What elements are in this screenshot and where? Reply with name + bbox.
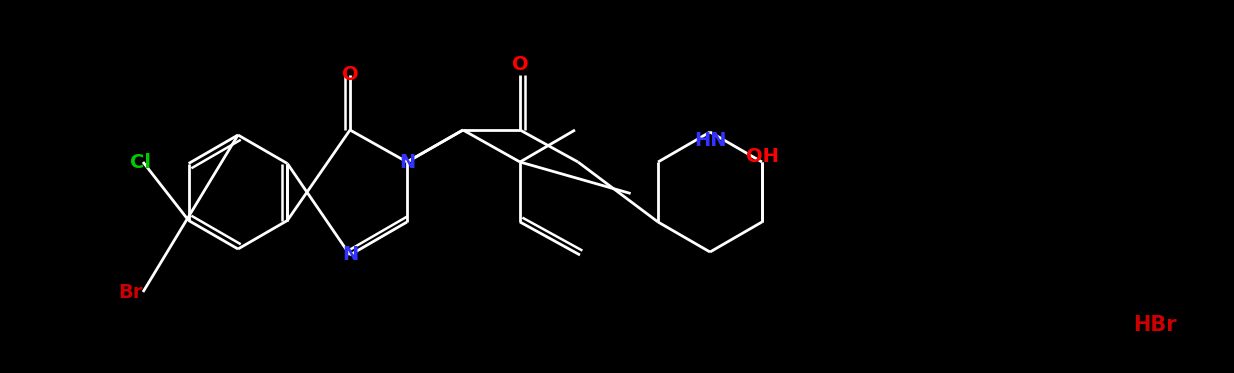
Text: N: N xyxy=(399,153,415,172)
Text: N: N xyxy=(342,245,358,264)
Text: Cl: Cl xyxy=(130,153,151,172)
Text: O: O xyxy=(342,66,358,85)
Text: OH: OH xyxy=(745,147,779,166)
Text: HN: HN xyxy=(694,131,727,150)
Text: O: O xyxy=(512,56,528,75)
Text: Br: Br xyxy=(118,282,142,301)
Text: HBr: HBr xyxy=(1133,315,1177,335)
